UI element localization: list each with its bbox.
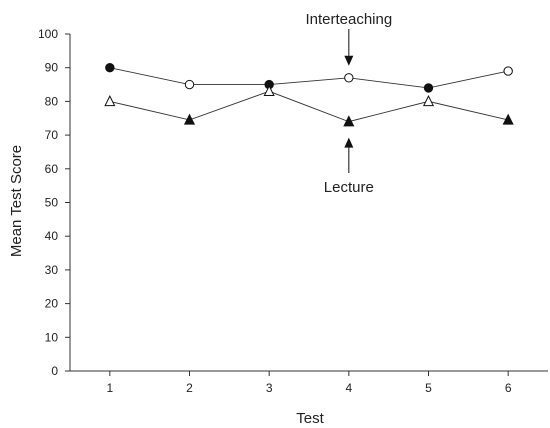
data-point bbox=[344, 73, 354, 83]
y-tick-label: 70 bbox=[45, 128, 59, 142]
data-point bbox=[343, 115, 355, 127]
x-axis: 1 2 3 4 5 6 bbox=[70, 370, 548, 395]
annotation-arrowhead bbox=[344, 55, 354, 66]
x-tick-label: 2 bbox=[186, 381, 193, 395]
y-tick-label: 0 bbox=[51, 364, 58, 378]
x-tick-label: 5 bbox=[425, 381, 432, 395]
y-tick-label: 10 bbox=[45, 330, 59, 344]
y-axis-title: Mean Test Score bbox=[8, 145, 25, 257]
series-line bbox=[109, 67, 509, 89]
data-point bbox=[503, 66, 513, 76]
y-tick-label: 90 bbox=[45, 61, 59, 75]
series-1 bbox=[105, 62, 513, 93]
y-tick-label: 60 bbox=[45, 162, 59, 176]
data-point bbox=[184, 79, 195, 90]
series-line bbox=[109, 90, 509, 123]
series-2 bbox=[104, 84, 514, 127]
y-axis: 0 10 20 30 40 50 60 70 80 90 100 bbox=[38, 27, 71, 378]
data-point bbox=[423, 83, 434, 93]
y-tick-label: 40 bbox=[45, 229, 59, 243]
annotation-label: Lecture bbox=[324, 179, 374, 196]
data-point bbox=[183, 113, 196, 125]
y-tick-label: 20 bbox=[45, 297, 59, 311]
y-tick-label: 30 bbox=[45, 263, 59, 277]
data-point bbox=[502, 113, 514, 125]
annotation-1: Interteaching bbox=[305, 11, 392, 66]
x-tick-label: 3 bbox=[266, 381, 273, 395]
annotation-arrowhead bbox=[344, 137, 354, 148]
y-tick-label: 100 bbox=[38, 27, 58, 41]
data-point bbox=[422, 95, 435, 107]
data-point bbox=[263, 84, 275, 97]
x-tick-label: 4 bbox=[345, 381, 352, 395]
y-tick-label: 50 bbox=[45, 196, 59, 210]
x-axis-title: Test bbox=[296, 410, 324, 427]
annotation-2: Lecture bbox=[324, 137, 374, 196]
x-tick-label: 6 bbox=[505, 381, 512, 395]
annotation-label: Interteaching bbox=[305, 11, 392, 28]
x-ticks: 1 2 3 4 5 6 bbox=[106, 371, 512, 395]
annotations: Interteaching Lecture bbox=[305, 11, 392, 196]
y-ticks: 0 10 20 30 40 50 60 70 80 90 100 bbox=[38, 27, 70, 378]
data-series bbox=[104, 62, 514, 127]
data-point bbox=[105, 62, 115, 73]
data-point bbox=[104, 95, 116, 107]
x-tick-label: 1 bbox=[106, 381, 113, 395]
y-tick-label: 80 bbox=[45, 94, 59, 108]
